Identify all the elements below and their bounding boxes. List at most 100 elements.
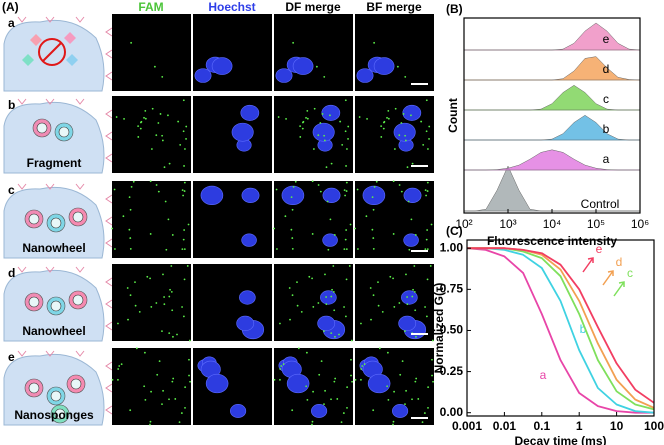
green-dot [424,248,427,251]
row-caption: Nanosponges [14,408,94,422]
series-label: b [580,322,587,336]
green-dot [150,390,152,393]
green-dot [330,162,333,165]
green-dot [380,125,383,128]
green-dot [351,380,353,383]
green-dot [294,180,297,183]
green-dot [127,318,129,321]
particle-icon [58,126,70,138]
green-dot [392,423,394,426]
x-axis-label: Fluorescence intensity [487,234,617,248]
green-dot [146,275,149,278]
green-dot [149,233,152,235]
arrow-icon [45,16,55,23]
green-dot [330,398,332,401]
green-dot [289,318,291,321]
green-dot [130,185,133,188]
green-dot [377,281,379,284]
green-dot [319,122,322,124]
green-dot [189,380,191,383]
green-dot [155,302,158,304]
nucleus [373,57,395,75]
green-dot [373,185,376,188]
green-dot [129,208,132,211]
green-dot [347,125,350,128]
green-dot [386,385,389,388]
particle-icon [28,382,40,394]
green-dot [354,378,357,381]
green-dot [398,302,401,304]
particle-icon [36,122,48,134]
green-dot [410,114,412,117]
green-dot [180,412,183,414]
green-dot [415,377,418,380]
series-label: a [603,152,610,166]
green-dot [378,347,381,350]
x-axis-label: Decay time (ms) [514,434,606,445]
x-tick-label: 10 [610,419,624,433]
green-dot [381,310,384,313]
green-dot [405,389,407,392]
particle-icon [70,378,82,390]
row-letter: c [8,183,15,197]
series-label: Control [581,197,620,211]
panel-label: (B) [446,2,463,16]
green-dot [144,117,147,120]
green-dot [345,229,348,231]
green-dot [181,189,184,192]
green-dot [348,265,351,267]
green-dot [428,138,430,140]
arrow-icon [45,350,55,357]
arrow-icon [105,383,113,393]
histogram-area [464,22,641,51]
nucleus [320,290,337,305]
green-dot [155,134,158,137]
green-dot [341,144,344,146]
arrow-icon [17,183,27,190]
green-dot [347,138,349,140]
nucleus [322,187,341,203]
green-dot [415,335,417,338]
green-dot [343,189,346,192]
green-dot [128,228,131,231]
green-dot [339,120,342,123]
green-dot [134,304,137,307]
green-dot [163,303,166,306]
green-dot [411,162,414,165]
green-dot [149,420,152,423]
green-dot [343,306,345,308]
green-dot [185,125,188,128]
nucleus [275,68,293,83]
green-dot [387,117,390,120]
green-dot [168,398,170,401]
nucleus [322,233,338,247]
arrow-icon [105,27,113,37]
green-dot [330,332,333,335]
particle-icon [50,300,62,312]
green-dot [130,41,133,44]
arrow-icon [75,266,85,273]
arrow-icon [105,131,113,141]
green-dot [346,148,348,150]
green-dot [113,188,116,191]
green-dot [425,130,428,133]
green-dot [311,277,313,280]
x-tick-label: 10³ [499,217,516,231]
green-dot [158,360,161,363]
green-dot [276,248,278,250]
nucleus [194,68,212,83]
green-dot [393,306,396,308]
green-dot [183,278,186,281]
green-dot [311,233,314,235]
nucleus [403,187,422,203]
green-dot [185,138,187,140]
green-dot [345,181,348,184]
green-dot [401,360,404,363]
green-dot [291,409,294,412]
green-dot [431,358,433,361]
green-dot [134,281,136,284]
arrow-icon [105,238,113,248]
nucleus [398,315,417,332]
green-dot [426,278,429,281]
nucleus [312,122,335,142]
